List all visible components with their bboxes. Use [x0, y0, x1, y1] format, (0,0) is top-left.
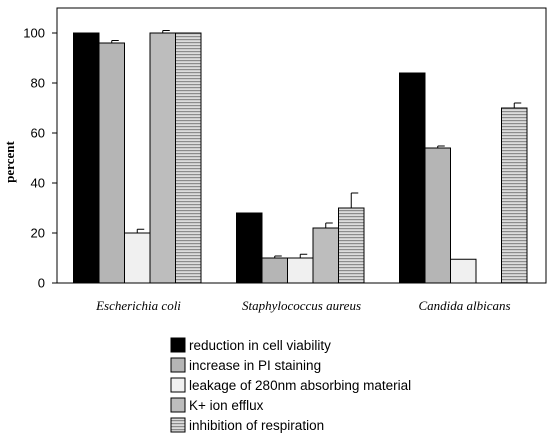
bar [501, 107, 528, 284]
category-label: Escherichia coli [95, 298, 181, 313]
bar [312, 227, 339, 284]
category-label: Candida albicans [418, 298, 510, 313]
y-tick-label: 100 [23, 26, 45, 41]
y-axis: 0 20 40 60 80 100 [23, 26, 57, 291]
bar [175, 32, 202, 284]
legend-label: leakage of 280nm absorbing material [189, 378, 411, 393]
bar [73, 32, 100, 284]
legend-swatch [170, 357, 186, 373]
y-tick-label: 20 [31, 226, 45, 241]
legend: reduction in cell viability increase in P… [170, 337, 411, 433]
legend-swatch [170, 417, 186, 433]
bar [149, 32, 176, 284]
bars-group [73, 30, 528, 284]
legend-swatch [170, 397, 186, 413]
bar [236, 212, 263, 284]
bar [338, 207, 365, 284]
legend-label: K+ ion efflux [189, 398, 264, 413]
legend-label: inhibition of respiration [189, 418, 324, 433]
bar [424, 147, 451, 284]
y-axis-label: percent [2, 141, 17, 183]
legend-swatch [170, 337, 186, 353]
bar [261, 257, 288, 284]
bar [98, 42, 125, 284]
bar [287, 257, 314, 284]
y-tick-label: 80 [31, 76, 45, 91]
x-axis: Escherichia coli Staphylococcus aureus Can… [95, 298, 510, 313]
bar [399, 72, 426, 284]
legend-label: reduction in cell viability [189, 338, 331, 353]
y-tick-label: 60 [31, 126, 45, 141]
bar [124, 232, 151, 284]
y-tick-label: 0 [38, 276, 45, 291]
bar [450, 258, 477, 284]
y-tick-label: 40 [31, 176, 45, 191]
legend-swatch [170, 377, 186, 393]
legend-label: increase in PI staining [189, 358, 321, 373]
category-label: Staphylococcus aureus [242, 298, 361, 313]
